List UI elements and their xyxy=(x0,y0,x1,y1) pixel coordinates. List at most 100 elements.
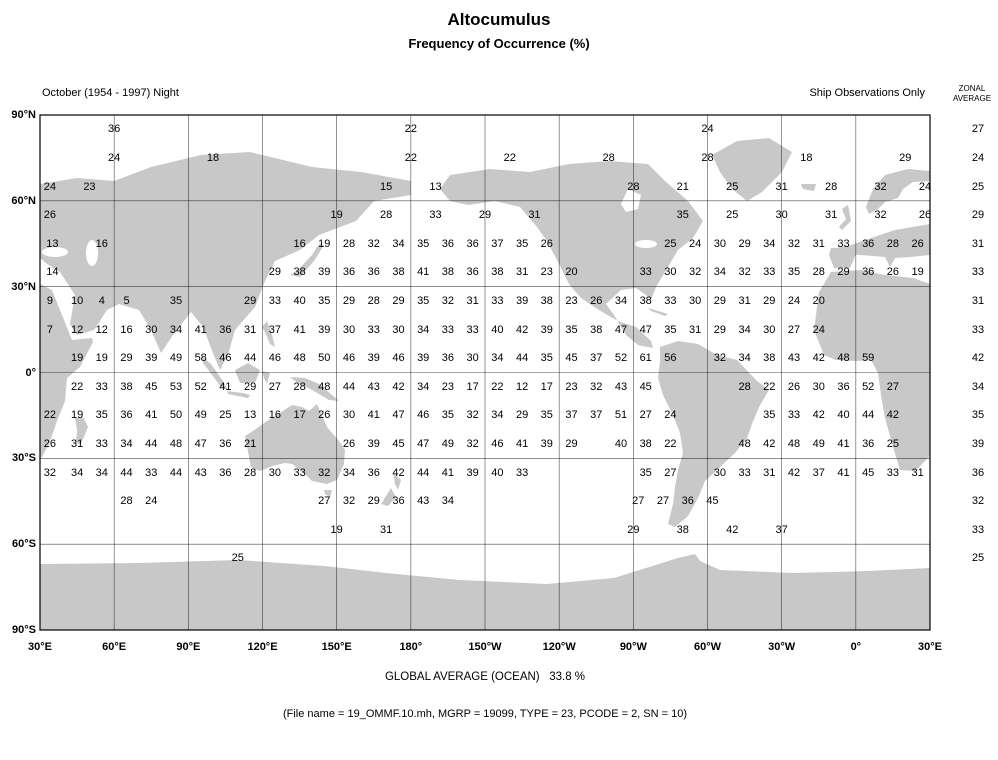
grid-value: 21 xyxy=(244,438,257,451)
grid-value: 50 xyxy=(169,409,183,422)
file-info: (File name = 19_OMMF.10.mh, MGRP = 19099… xyxy=(282,708,688,720)
grid-value: 48 xyxy=(318,380,331,393)
grid-value: 38 xyxy=(540,294,553,307)
australia xyxy=(245,404,345,484)
grid-value: 43 xyxy=(194,466,207,479)
philippines xyxy=(262,321,275,347)
grid-value: 46 xyxy=(417,409,430,422)
grid-value: 30 xyxy=(392,323,405,336)
grid-value: 38 xyxy=(293,266,306,279)
zonal-average-value: 32 xyxy=(971,495,985,508)
grid-value: 35 xyxy=(664,323,677,336)
grid-value: 44 xyxy=(169,466,183,479)
grid-value: 33 xyxy=(429,209,442,222)
grid-value: 27 xyxy=(639,409,652,422)
grid-value: 32 xyxy=(874,209,887,222)
grid-value: 19 xyxy=(330,209,343,222)
grid-value: 44 xyxy=(862,409,875,422)
zonal-average-value: 25 xyxy=(971,180,985,193)
grid-value: 39 xyxy=(318,266,331,279)
grid-value: 18 xyxy=(206,151,220,164)
grid-value: 39 xyxy=(318,323,331,336)
grid-value: 19 xyxy=(318,237,331,250)
grid-value: 22 xyxy=(491,380,504,393)
grid-value: 29 xyxy=(565,438,578,451)
grid-value: 39 xyxy=(367,352,380,365)
new-zealand-north xyxy=(393,473,401,490)
japan xyxy=(290,244,324,277)
grid-value: 30 xyxy=(268,466,281,479)
grid-value: 43 xyxy=(614,380,628,393)
grid-value: 22 xyxy=(404,151,417,164)
zonal-average-value: 33 xyxy=(971,266,985,279)
lon-axis-label: 180° xyxy=(399,641,423,653)
grid-value: 32 xyxy=(318,466,331,479)
grid-value: 28 xyxy=(342,237,356,250)
grid-value: 46 xyxy=(268,352,281,365)
grid-value: 31 xyxy=(466,294,479,307)
grid-value: 29 xyxy=(713,294,726,307)
grid-value: 28 xyxy=(627,180,640,193)
grid-value: 26 xyxy=(318,409,331,422)
grid-value: 34 xyxy=(120,438,133,451)
grid-value: 18 xyxy=(800,151,813,164)
grid-value: 22 xyxy=(70,380,84,393)
grid-value: 36 xyxy=(219,438,232,451)
grid-value: 38 xyxy=(639,294,652,307)
grid-value: 37 xyxy=(268,323,281,336)
grid-value: 33 xyxy=(763,266,776,279)
grid-value: 48 xyxy=(169,438,183,451)
grid-value: 22 xyxy=(503,151,516,164)
grid-value: 38 xyxy=(392,266,405,279)
grid-value: 46 xyxy=(491,438,504,451)
grid-value: 42 xyxy=(886,409,900,422)
grid-value: 13 xyxy=(244,409,257,422)
grid-value: 27 xyxy=(268,380,281,393)
grid-value: 36 xyxy=(120,409,133,422)
grid-value: 29 xyxy=(515,409,529,422)
grid-value: 36 xyxy=(219,323,232,336)
grid-value: 50 xyxy=(318,352,331,365)
grid-value: 31 xyxy=(515,266,529,279)
sulawesi xyxy=(262,371,270,384)
grid-value: 25 xyxy=(664,237,677,250)
grid-value: 26 xyxy=(43,209,56,222)
grid-value: 41 xyxy=(293,323,306,336)
europe xyxy=(836,224,930,267)
grid-value: 36 xyxy=(862,266,875,279)
grid-value: 43 xyxy=(367,380,380,393)
grid-value: 32 xyxy=(590,380,603,393)
grid-value: 12 xyxy=(95,323,108,336)
grid-value: 36 xyxy=(367,266,380,279)
grid-value: 33 xyxy=(268,294,281,307)
grid-value: 34 xyxy=(738,352,751,365)
lon-axis-label: 0° xyxy=(850,641,862,653)
zonal-average-value: 27 xyxy=(971,123,985,136)
lat-axis-label: 90°N xyxy=(11,109,36,121)
grid-value: 32 xyxy=(874,180,887,193)
grid-value: 27 xyxy=(632,495,645,508)
grid-value: 27 xyxy=(318,495,331,508)
grid-value: 34 xyxy=(417,323,430,336)
grid-value: 32 xyxy=(441,294,455,307)
grid-value: 29 xyxy=(367,495,380,508)
grid-value: 34 xyxy=(95,466,108,479)
grid-value: 34 xyxy=(491,409,504,422)
grid-value: 30 xyxy=(713,466,726,479)
grid-value: 24 xyxy=(664,409,677,422)
grid-value: 27 xyxy=(664,466,677,479)
grid-value: 46 xyxy=(219,352,232,365)
zonal-average-value: 29 xyxy=(971,209,985,222)
zonal-average-value: 42 xyxy=(971,352,985,365)
grid-value: 23 xyxy=(565,380,578,393)
grid-value: 45 xyxy=(565,352,578,365)
grid-value: 31 xyxy=(763,466,776,479)
grid-value: 30 xyxy=(713,237,726,250)
grid-value: 39 xyxy=(515,294,529,307)
grid-value: 35 xyxy=(540,352,553,365)
grid-value: 39 xyxy=(540,323,553,336)
grid-value: 13 xyxy=(46,237,59,250)
grid-value: 46 xyxy=(342,352,356,365)
grid-value: 37 xyxy=(812,466,825,479)
grid-value: 7 xyxy=(46,323,53,336)
